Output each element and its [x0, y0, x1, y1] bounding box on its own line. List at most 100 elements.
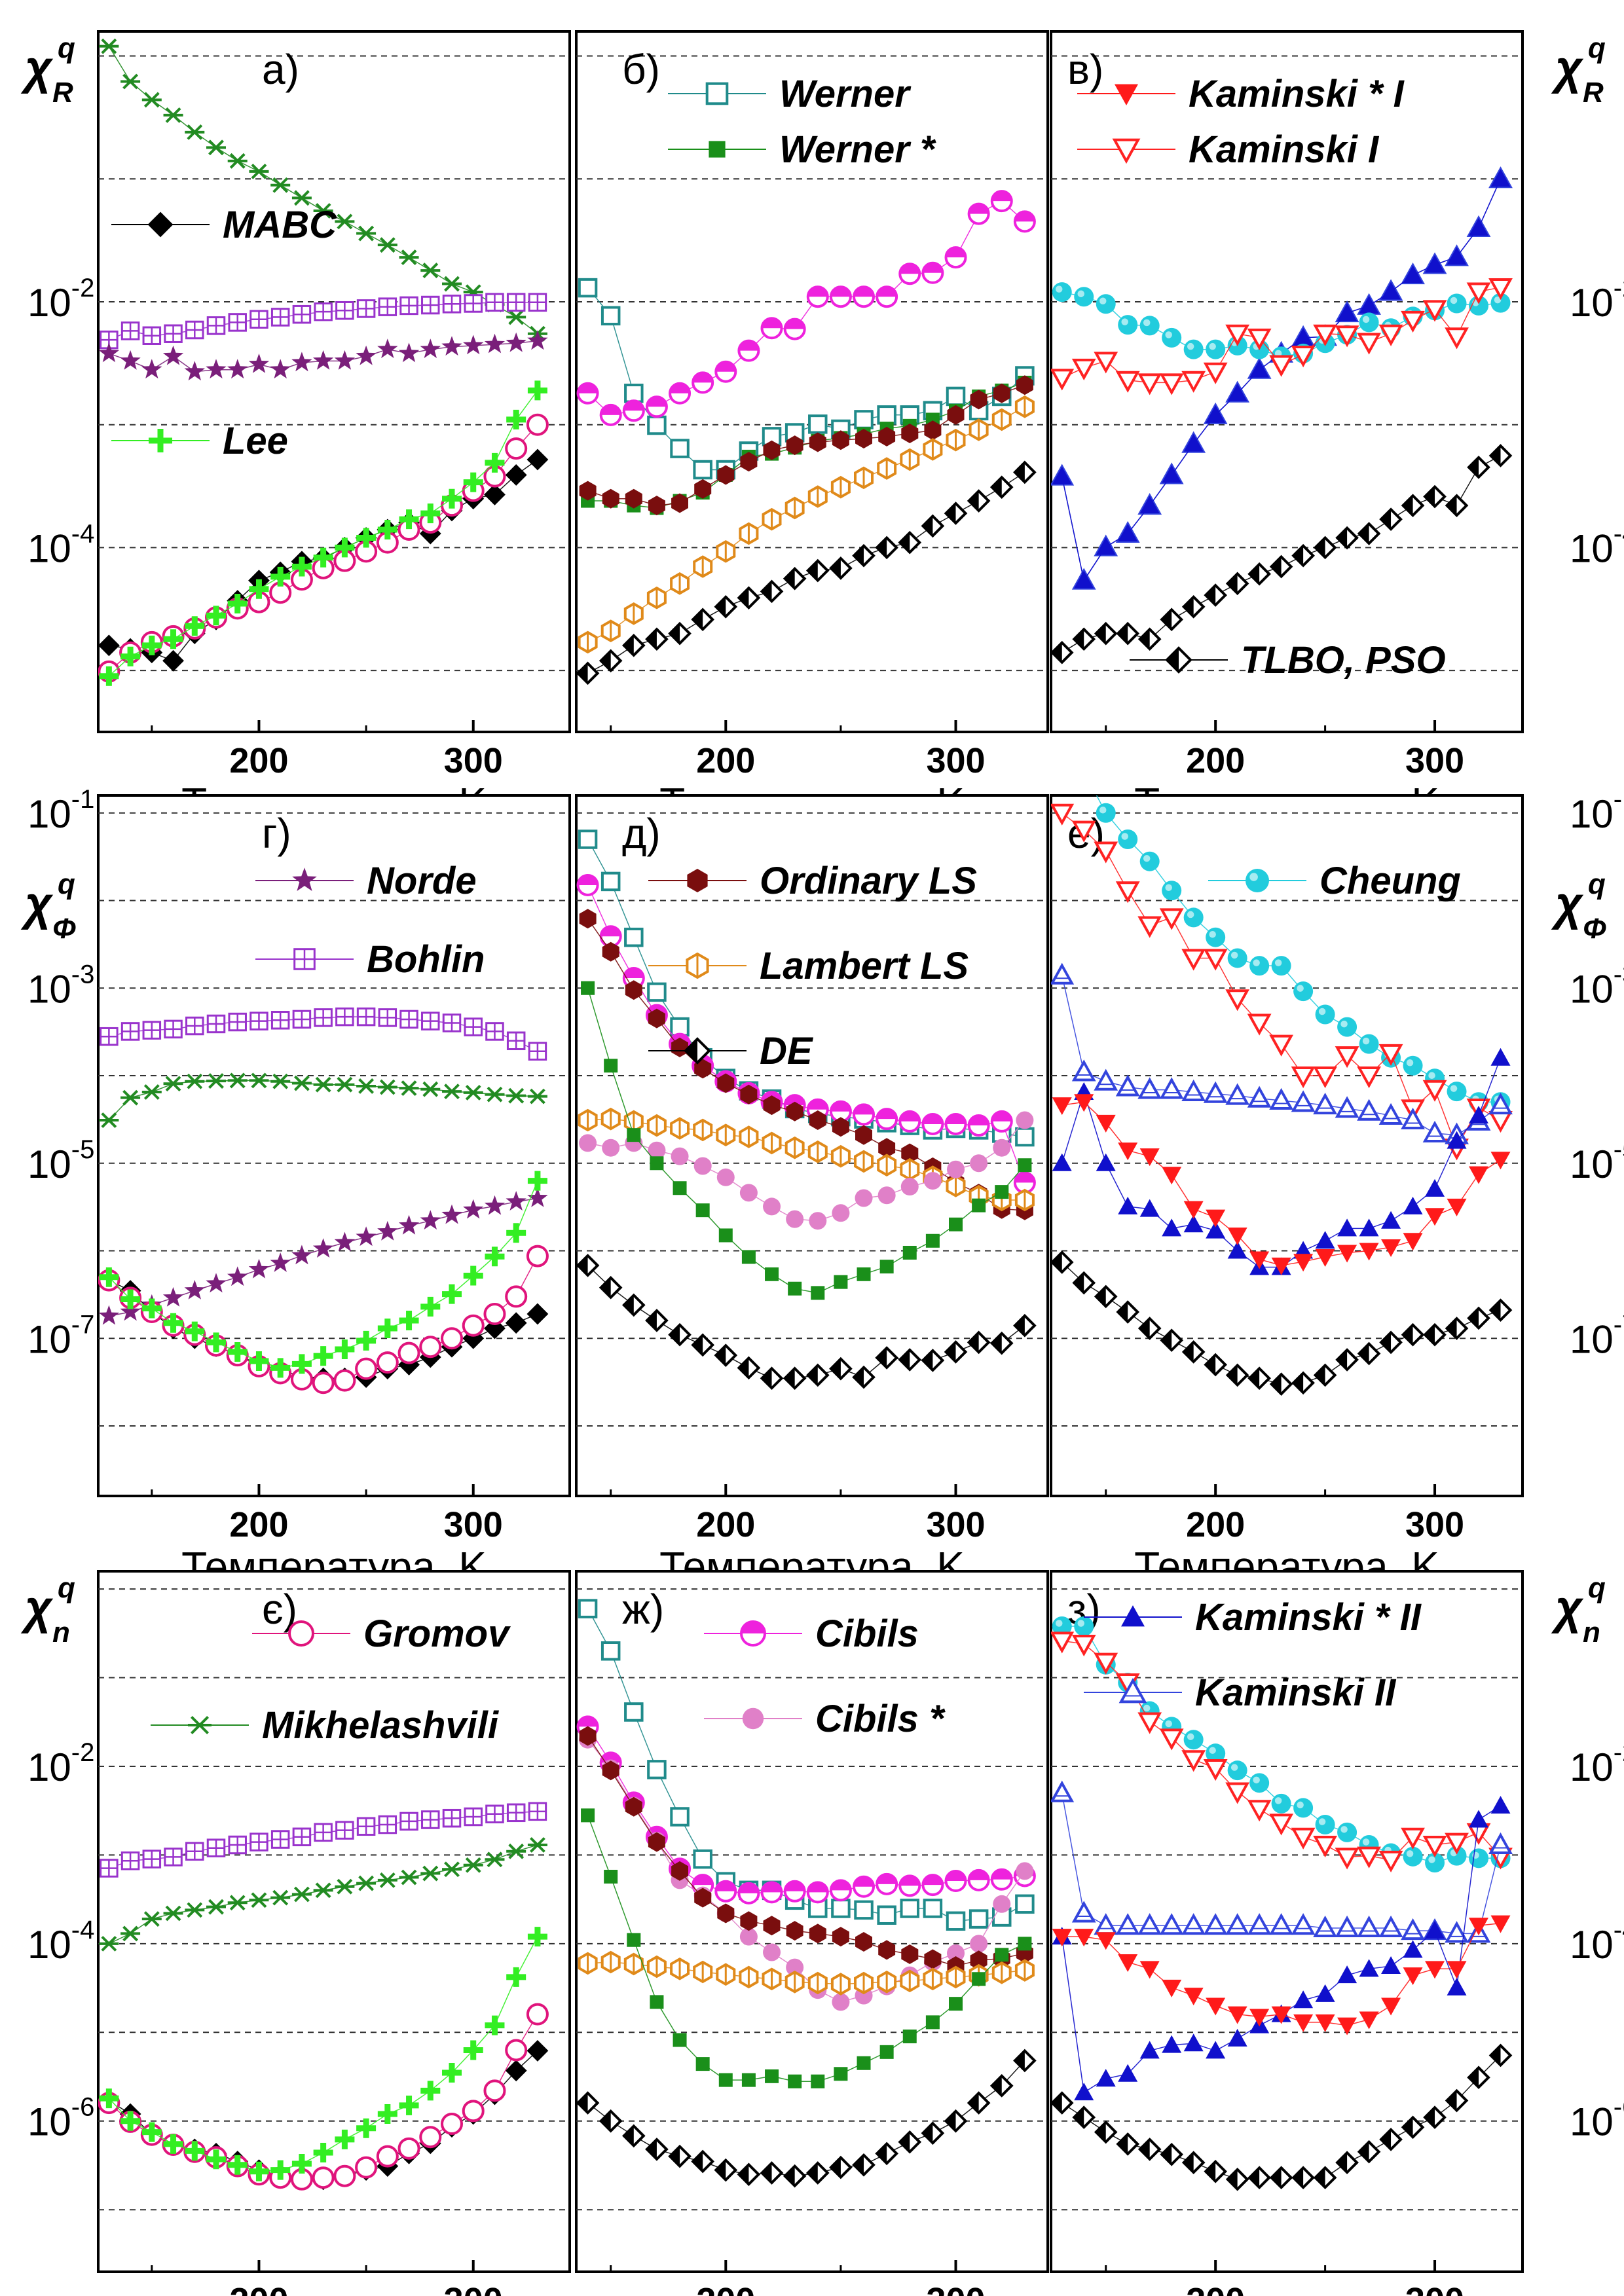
data-point: [249, 1832, 268, 1851]
data-point: [142, 1021, 162, 1040]
data-point: [335, 1339, 355, 1359]
data-point: [1488, 1832, 1513, 1854]
data-point: [313, 1346, 333, 1366]
data-point: [1490, 169, 1511, 187]
data-point: [185, 124, 205, 140]
data-point: [206, 1899, 226, 1915]
data-point: [335, 1076, 355, 1093]
data-point: [227, 1895, 248, 1911]
data-point: [270, 1830, 290, 1849]
data-point: [163, 1313, 183, 1333]
data-point: [335, 213, 355, 230]
data-point: [270, 1011, 290, 1030]
data-point: [991, 1961, 1012, 1984]
data-point: [1467, 2066, 1490, 2090]
data-point: [291, 1245, 312, 1265]
legend-label: Werner: [779, 73, 912, 115]
data-point: [602, 1760, 619, 1781]
data-point: [527, 330, 548, 350]
data-point: [716, 1123, 736, 1147]
data-point: [484, 333, 506, 354]
data-point: [162, 1286, 184, 1307]
data-point: [249, 2161, 269, 2181]
legend-marker: [740, 1620, 766, 1647]
data-point: [442, 1861, 462, 1878]
data-point: [1403, 1055, 1423, 1076]
data-point: [463, 1199, 484, 1219]
data-point: [923, 1967, 943, 1991]
data-point: [163, 629, 183, 649]
data-point: [1490, 293, 1511, 313]
data-point: [506, 1191, 526, 1211]
data-point: [599, 403, 622, 426]
data-point: [1357, 522, 1381, 545]
data-point: [576, 2091, 600, 2115]
y-tick-label: 10-1: [28, 785, 94, 836]
data-point: [1051, 369, 1075, 391]
data-point: [291, 1354, 312, 1374]
data-point: [1291, 1913, 1316, 1935]
data-point: [668, 621, 692, 646]
data-point: [463, 1857, 483, 1873]
data-point: [1071, 358, 1096, 381]
data-point: [576, 1254, 600, 1277]
data-point: [1227, 383, 1247, 401]
data-point: [1379, 2128, 1403, 2151]
data-point: [462, 2100, 485, 2123]
data-point: [1139, 1961, 1160, 1979]
data-point: [291, 1075, 312, 1091]
data-point: [832, 1993, 850, 2011]
data-point: [717, 465, 735, 485]
x-tick-label: 300: [1405, 741, 1464, 780]
data-point: [142, 1850, 162, 1868]
data-point: [1425, 1853, 1445, 1873]
data-point: [1071, 820, 1096, 843]
data-point: [398, 342, 420, 363]
data-point: [1183, 1201, 1204, 1219]
data-point: [1225, 572, 1249, 596]
data-point: [355, 1357, 378, 1380]
data-point: [1247, 1800, 1272, 1822]
data-point: [877, 1154, 897, 1177]
data-point: [853, 1103, 876, 1126]
x-tick-label: 300: [926, 741, 985, 780]
data-point: [600, 871, 621, 892]
data-point: [1378, 1915, 1403, 1938]
data-point: [739, 522, 759, 545]
data-point: [602, 941, 619, 962]
data-point: [921, 261, 944, 284]
data-point: [399, 1869, 419, 1886]
data-point: [1225, 989, 1250, 1011]
data-point: [228, 1012, 247, 1032]
data-point: [693, 1849, 712, 1869]
y-tick-label: 10-4: [1570, 1916, 1624, 1967]
data-point: [739, 1125, 759, 1148]
data-point: [876, 285, 898, 308]
data-point: [854, 1150, 874, 1173]
panel-frame: [97, 30, 571, 733]
data-point: [185, 1073, 205, 1089]
data-point: [967, 489, 991, 513]
data-point: [693, 1960, 713, 1984]
data-point: [740, 1911, 758, 1931]
data-point: [185, 1321, 205, 1341]
data-point: [1293, 327, 1314, 346]
data-point: [464, 1807, 483, 1827]
data-point: [853, 1875, 876, 1898]
data-point: [120, 73, 141, 90]
data-point: [600, 1107, 621, 1131]
y-tick-label: 10-3: [1570, 960, 1624, 1011]
data-point: [879, 1260, 894, 1274]
plot-area: [576, 190, 1037, 685]
data-point: [1423, 484, 1447, 509]
x-tick-label: 300: [1405, 2281, 1464, 2296]
data-point: [249, 1072, 269, 1089]
data-point: [1013, 1313, 1037, 1338]
x-tick-label: 200: [1186, 741, 1245, 780]
data-point: [291, 1886, 312, 1903]
data-point: [809, 1212, 827, 1230]
data-point: [1357, 2140, 1381, 2164]
data-point: [419, 1336, 442, 1358]
data-point: [291, 2153, 312, 2174]
